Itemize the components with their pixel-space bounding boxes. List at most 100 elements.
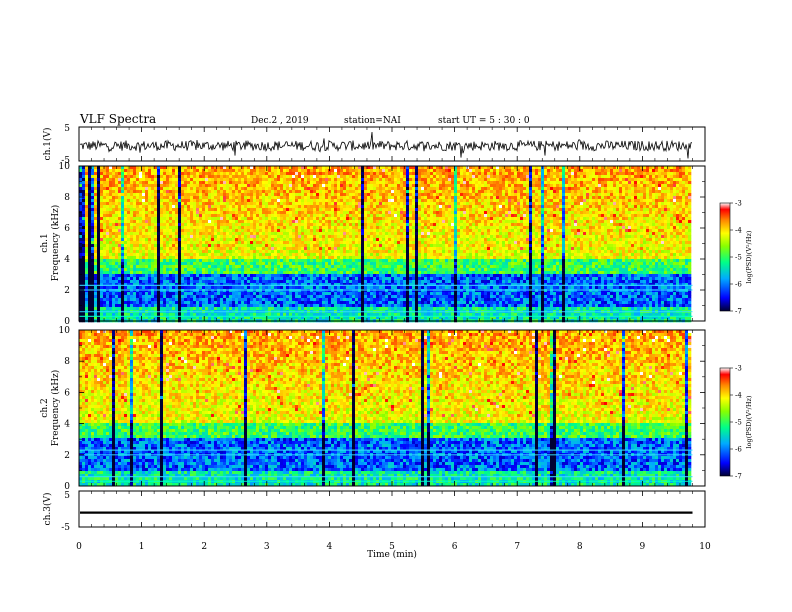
spectrogram-cell <box>508 226 511 229</box>
spectrogram-cell <box>319 223 322 226</box>
spectrogram-cell <box>235 193 238 196</box>
spectrogram-cell <box>442 181 445 184</box>
spectrogram-cell <box>646 175 649 178</box>
spectrogram-cell <box>190 187 193 190</box>
spectrogram-cell <box>103 193 106 196</box>
spectrogram-cell <box>565 193 568 196</box>
spectrogram-cell <box>667 226 670 229</box>
spectrogram-cell <box>112 214 115 217</box>
spectrogram-cell <box>682 193 685 196</box>
spectrogram-cell <box>298 196 301 199</box>
spectrogram-cell <box>367 235 370 238</box>
spectrogram-cell <box>490 202 493 205</box>
spectrogram-cell <box>550 235 553 238</box>
spectrogram-cell <box>658 181 661 184</box>
spectrogram-cell <box>346 214 349 217</box>
spectrogram-cell <box>346 226 349 229</box>
spectrogram-cell <box>514 226 517 229</box>
spectrogram-cell <box>160 202 163 205</box>
spectrogram-cell <box>619 190 622 193</box>
spectrogram-cell <box>661 175 664 178</box>
spectrogram-cell <box>604 208 607 211</box>
spectrogram-cell <box>130 175 133 178</box>
spectrogram-cell <box>451 208 454 211</box>
spectrogram-cell <box>559 223 562 226</box>
spectrogram-cell <box>292 184 295 187</box>
spectrogram-cell <box>505 205 508 208</box>
spectrogram-cell <box>397 223 400 226</box>
spectrogram-cell <box>181 220 184 223</box>
spectrogram-cell <box>376 214 379 217</box>
spectrogram-cell <box>112 232 115 235</box>
spectrogram-cell <box>628 220 631 223</box>
spectrogram-cell <box>310 229 313 232</box>
spectrogram-cell <box>100 223 103 226</box>
spectrogram-cell <box>544 232 547 235</box>
spectrogram-cell <box>88 172 91 175</box>
spectrogram-cell <box>340 202 343 205</box>
spectrogram-cell <box>160 232 163 235</box>
spectrogram-cell <box>346 175 349 178</box>
spectrogram-cell <box>454 187 457 190</box>
spectrogram-cell <box>253 196 256 199</box>
spectrogram-cell <box>307 217 310 220</box>
spectrogram-cell <box>406 211 409 214</box>
spectrogram-cell <box>658 169 661 172</box>
spectrogram-cell <box>439 172 442 175</box>
spectrogram-cell <box>448 196 451 199</box>
spectrogram-cell <box>133 178 136 181</box>
spectrogram-cell <box>262 172 265 175</box>
spectrogram-cell <box>559 199 562 202</box>
spectrogram-cell <box>193 238 196 241</box>
spectrogram-cell <box>493 232 496 235</box>
spectrogram-cell <box>514 172 517 175</box>
spectrogram-cell <box>472 190 475 193</box>
spectrogram-cell <box>685 187 688 190</box>
spectrogram-cell <box>394 199 397 202</box>
spectrogram-cell <box>619 211 622 214</box>
spectrogram-cell <box>562 172 565 175</box>
spectrogram-cell <box>88 193 91 196</box>
spectrogram-cell <box>664 211 667 214</box>
spectrogram-cell <box>286 172 289 175</box>
spectrogram-cell <box>409 220 412 223</box>
spectrogram-cell <box>592 232 595 235</box>
spectrogram-cell <box>625 181 628 184</box>
spectrogram-cell <box>166 229 169 232</box>
spectrogram-cell <box>286 214 289 217</box>
spectrogram-cell <box>94 226 97 229</box>
spectrogram-cell <box>205 178 208 181</box>
spectrogram-cell <box>673 190 676 193</box>
spectrogram-cell <box>130 169 133 172</box>
spectrogram-cell <box>664 214 667 217</box>
spectrogram-cell <box>541 178 544 181</box>
spectrogram-cell <box>622 199 625 202</box>
spectrogram-cell <box>283 169 286 172</box>
spectrogram-cell <box>343 175 346 178</box>
spectrogram-cell <box>667 199 670 202</box>
spectrogram-cell <box>88 169 91 172</box>
spectrogram-cell <box>352 181 355 184</box>
spectrogram-cell <box>307 190 310 193</box>
spectrogram-cell <box>172 232 175 235</box>
spectrogram-cell <box>217 229 220 232</box>
spectrogram-cell <box>169 214 172 217</box>
spectrogram-cell <box>658 214 661 217</box>
spectrogram-cell <box>103 190 106 193</box>
spectrogram-cell <box>82 190 85 193</box>
spectrogram-cell <box>244 202 247 205</box>
spectrogram-cell <box>415 178 418 181</box>
spectrogram-cell <box>619 223 622 226</box>
spectrogram-cell <box>544 223 547 226</box>
spectrogram-cell <box>478 217 481 220</box>
spectrogram-cell <box>313 211 316 214</box>
spectrogram-cell <box>196 217 199 220</box>
spectrogram-cell <box>535 175 538 178</box>
spectrogram-cell <box>151 190 154 193</box>
spectrogram-cell <box>346 208 349 211</box>
spectrogram-cell <box>82 232 85 235</box>
spectrogram-cell <box>217 169 220 172</box>
spectrogram-cell <box>331 184 334 187</box>
spectrogram-cell <box>373 196 376 199</box>
spectrogram-cell <box>676 217 679 220</box>
